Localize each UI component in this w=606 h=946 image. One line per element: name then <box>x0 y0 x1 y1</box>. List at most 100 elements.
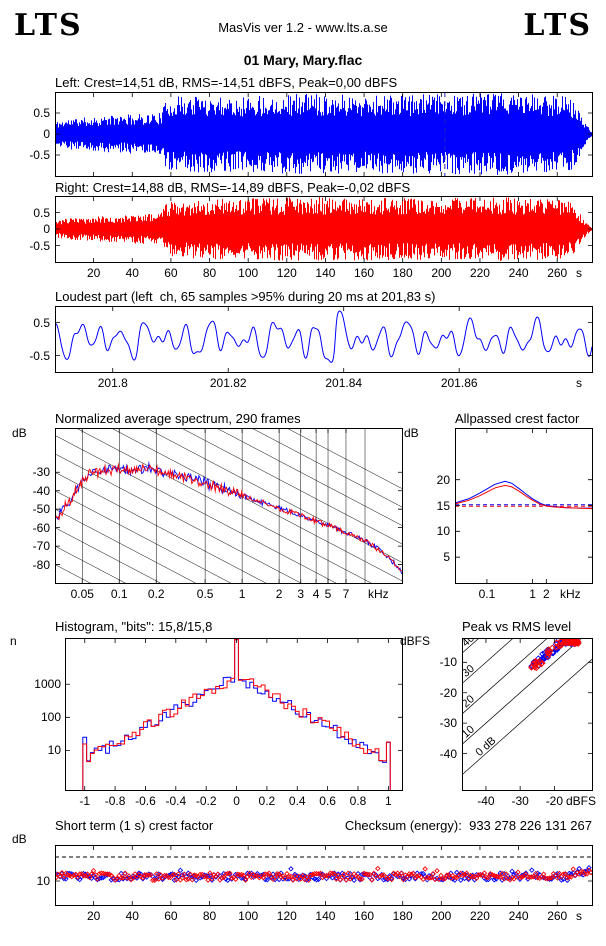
spectrum-x-unit: kHz <box>368 587 389 601</box>
allpassed-title: Allpassed crest factor <box>455 411 580 426</box>
allpassed-y-unit: dB <box>404 426 419 440</box>
lts-logo-left: LTS <box>14 8 83 43</box>
tick-label: 1 <box>238 587 246 601</box>
tick-label: 180 <box>392 909 413 923</box>
tick-label: 40 <box>125 909 139 923</box>
tick-label: 0 <box>43 222 50 236</box>
tick-label: -0.5 <box>29 348 50 363</box>
tick-label: -50 <box>32 502 50 517</box>
tick-label: 240 <box>508 909 529 923</box>
wave-x-unit: s <box>576 266 582 280</box>
tick-label: 0.2 <box>258 794 276 808</box>
lts-logo-right: LTS <box>523 8 592 43</box>
spectrum-title: Normalized average spectrum, 290 frames <box>55 411 301 426</box>
tick-label: -40 <box>32 483 50 498</box>
tick-label: 260 <box>547 266 568 280</box>
checksum-text: Checksum (energy): 933 278 226 131 267 <box>345 818 592 833</box>
tick-label: 100 <box>238 266 259 280</box>
tick-label: 220 <box>469 909 490 923</box>
tick-label: 0 <box>233 794 240 808</box>
tick-label: 0.5 <box>196 587 214 601</box>
tick-label: -0.5 <box>29 148 50 162</box>
tick-label: 20 <box>86 266 101 280</box>
loudest-x-unit: s <box>576 376 582 390</box>
tick-label: 0.2 <box>147 587 165 601</box>
tick-label: 1 <box>384 794 392 808</box>
tick-label: 0.5 <box>33 315 50 330</box>
track-title: 01 Mary, Mary.flac <box>243 52 363 68</box>
tick-label: 20 <box>436 472 450 487</box>
tick-label: 80 <box>202 266 217 280</box>
tick-label: 3 <box>297 587 305 601</box>
tick-label: 0.05 <box>70 587 94 601</box>
tick-label: 200 <box>431 909 452 923</box>
tick-label: 60 <box>164 266 178 280</box>
tick-label: 60 <box>164 909 178 923</box>
tick-label: -60 <box>32 520 50 535</box>
tick-label: 0.5 <box>33 106 50 120</box>
peak-rms-x-unit: dBFS <box>566 794 597 808</box>
tick-label: -40 <box>439 746 457 761</box>
tick-label: 220 <box>469 266 490 280</box>
tick-label: 201.82 <box>209 376 247 390</box>
short-crest-y-unit: dB <box>12 832 27 846</box>
tick-label: 0.8 <box>349 794 367 808</box>
tick-label: 0.4 <box>288 794 306 808</box>
tick-label: 2 <box>275 587 283 601</box>
tick-label: 100 <box>238 909 259 923</box>
tick-label: 7 <box>342 587 350 601</box>
tick-label: 10 <box>36 874 50 888</box>
tick-label: -30 <box>32 465 50 480</box>
tick-label: 160 <box>354 909 375 923</box>
peak-rms-y-unit: dBFS <box>400 634 431 648</box>
tick-label: 20 <box>86 909 101 923</box>
tick-label: 15 <box>436 498 450 513</box>
tick-label: -80 <box>32 557 50 572</box>
tick-label: 10 <box>47 743 61 758</box>
tick-label: -20 <box>545 794 564 808</box>
tick-label: 40 <box>125 266 139 280</box>
tick-label: 120 <box>276 909 297 923</box>
tick-label: 200 <box>431 266 452 280</box>
tick-label: 4 <box>312 587 320 601</box>
tick-label: -20 <box>439 685 457 700</box>
app-version-text: MasVis ver 1.2 - www.lts.a.se <box>218 20 388 35</box>
right-wave-title: Right: Crest=14,88 dB, RMS=-14,89 dBFS, … <box>55 180 411 195</box>
tick-label: 201.8 <box>97 376 128 390</box>
short-crest-title: Short term (1 s) crest factor <box>55 818 214 833</box>
tick-label: 0.1 <box>478 587 496 601</box>
tick-label: 80 <box>202 909 217 923</box>
tick-label: 201.84 <box>325 376 363 390</box>
tick-label: 5 <box>443 550 450 565</box>
tick-label: 260 <box>547 909 568 923</box>
peak-rms-title: Peak vs RMS level <box>462 619 572 634</box>
tick-label: -10 <box>439 655 457 670</box>
tick-label: -0.2 <box>195 794 217 808</box>
tick-label: 2 <box>542 587 550 601</box>
tick-label: 0 <box>43 127 50 141</box>
tick-label: 0.6 <box>319 794 336 808</box>
tick-label: -0.4 <box>165 794 187 808</box>
tick-label: 201.86 <box>440 376 478 390</box>
tick-label: -1 <box>79 794 91 808</box>
tick-label: 120 <box>276 266 297 280</box>
tick-label: 1000 <box>34 677 61 692</box>
tick-label: -0.8 <box>104 794 126 808</box>
loudest-part-title: Loudest part (left ch, 65 samples >95% d… <box>55 289 436 304</box>
tick-label: -40 <box>477 794 495 808</box>
tick-label: 180 <box>392 266 413 280</box>
checksum-label: Checksum (energy): <box>344 818 462 833</box>
tick-label: 10 <box>436 524 450 539</box>
allpassed-x-unit: kHz <box>560 587 581 601</box>
checksum-value: 933 278 226 131 267 <box>469 818 592 833</box>
tick-label: -30 <box>511 794 529 808</box>
spectrum-y-unit: dB <box>12 426 27 440</box>
tick-label: 1 <box>529 587 536 601</box>
tick-label: 140 <box>315 266 336 280</box>
tick-label: 5 <box>324 587 332 601</box>
histogram-title: Histogram, "bits": 15,8/15,8 <box>55 619 213 634</box>
short-crest-x-unit: s <box>576 909 582 923</box>
tick-label: 0.5 <box>33 205 50 220</box>
histogram-y-unit: n <box>10 634 17 648</box>
